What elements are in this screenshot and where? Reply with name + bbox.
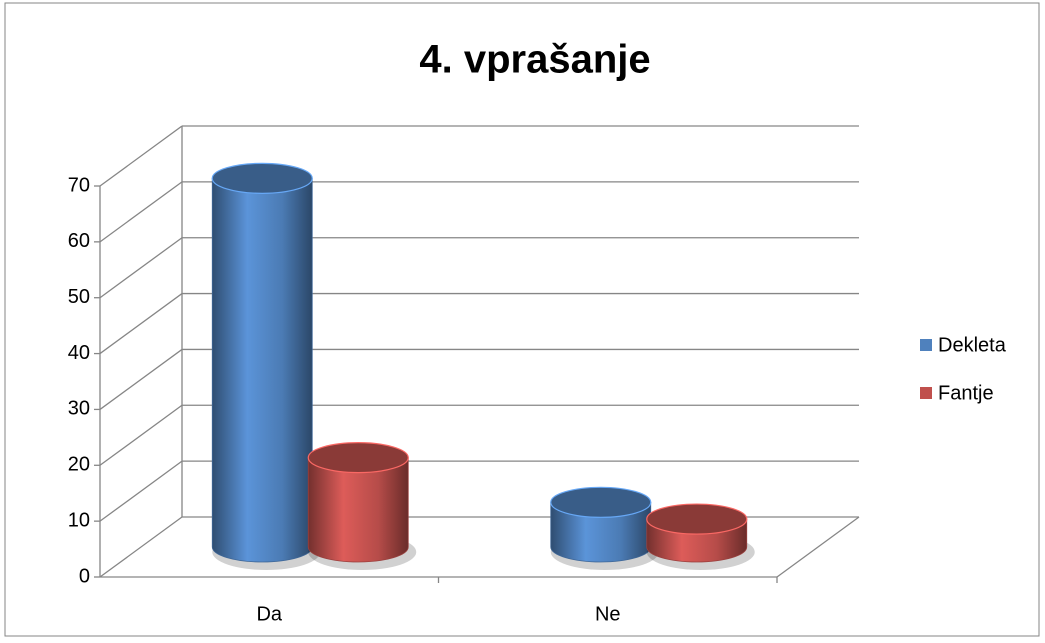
grid-line xyxy=(99,460,183,522)
legend-swatch xyxy=(920,387,932,399)
y-tick-label: 60 xyxy=(68,230,90,252)
floor-right-edge xyxy=(776,516,860,578)
grid-line xyxy=(99,348,183,410)
chart-title: 4. vprašanje xyxy=(419,38,650,82)
bar-top xyxy=(307,442,409,474)
bar-top xyxy=(646,503,748,535)
chart-frame xyxy=(4,2,1040,637)
y-tick-label: 50 xyxy=(68,286,90,308)
grid-line xyxy=(99,293,183,355)
legend-label: Fantje xyxy=(938,382,994,404)
bar-top xyxy=(550,486,652,518)
y-tick-label: 30 xyxy=(68,398,90,420)
bar xyxy=(211,177,313,563)
bar xyxy=(307,457,409,563)
x-tick-label: Ne xyxy=(595,603,621,625)
legend-label: Dekleta xyxy=(938,334,1007,356)
y-tick-label: 0 xyxy=(79,565,90,587)
y-tick-label: 70 xyxy=(68,174,90,196)
y-tick-label: 20 xyxy=(68,454,90,476)
grid-line xyxy=(99,404,183,466)
grid-line xyxy=(99,125,183,187)
grid-line xyxy=(99,516,183,578)
bar-top xyxy=(211,162,313,194)
grid-line xyxy=(99,237,183,299)
grid-line xyxy=(99,181,183,243)
x-tick-label: Da xyxy=(256,603,282,625)
legend-swatch xyxy=(920,339,932,351)
y-tick-label: 40 xyxy=(68,342,90,364)
y-tick-label: 10 xyxy=(68,509,90,531)
